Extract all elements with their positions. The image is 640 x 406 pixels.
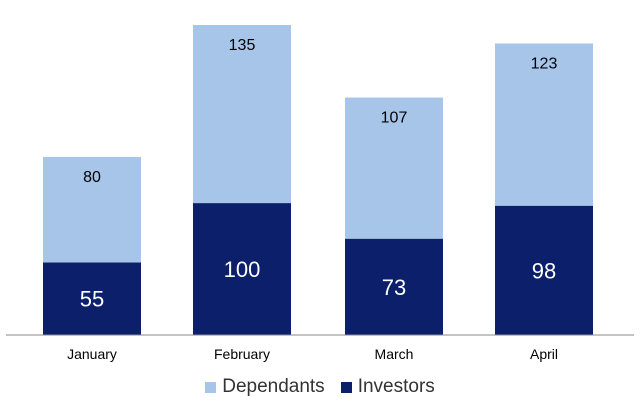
- legend-item-dependants: Dependants: [205, 376, 325, 398]
- value-label-investors-march: 73: [382, 275, 406, 300]
- value-label-dependants-february: 135: [229, 37, 256, 54]
- value-label-dependants-april: 123: [531, 55, 558, 72]
- category-label-february: February: [214, 346, 270, 362]
- labels-group: 55 80 January 100 135 February 73 107 March 98 123…: [67, 37, 558, 362]
- value-label-investors-april: 98: [532, 258, 556, 283]
- bar-dependants-march: [345, 97, 443, 239]
- legend-swatch-investors: [340, 381, 352, 393]
- bars-group: [43, 25, 593, 335]
- bar-investors-february: [193, 203, 291, 335]
- legend-label-investors: Investors: [357, 376, 435, 397]
- value-label-dependants-march: 107: [381, 110, 408, 127]
- category-label-january: January: [67, 346, 117, 362]
- legend-swatch-dependants: [205, 381, 217, 393]
- bar-dependants-february: [193, 25, 291, 204]
- legend: Dependants Investors: [0, 376, 640, 398]
- bar-investors-january: [43, 262, 141, 335]
- legend-label-dependants: Dependants: [222, 376, 325, 397]
- category-label-march: March: [375, 346, 414, 362]
- category-label-april: April: [530, 346, 558, 362]
- value-label-dependants-january: 80: [83, 169, 101, 186]
- bar-investors-march: [345, 238, 443, 335]
- legend-item-investors: Investors: [340, 376, 435, 398]
- value-label-investors-january: 55: [80, 287, 104, 312]
- stacked-bar-chart: 55 80 January 100 135 February 73 107 March 98 123…: [6, 25, 634, 362]
- bar-dependants-april: [495, 43, 593, 206]
- bar-dependants-january: [43, 156, 141, 263]
- bar-investors-april: [495, 205, 593, 335]
- value-label-investors-february: 100: [224, 257, 261, 282]
